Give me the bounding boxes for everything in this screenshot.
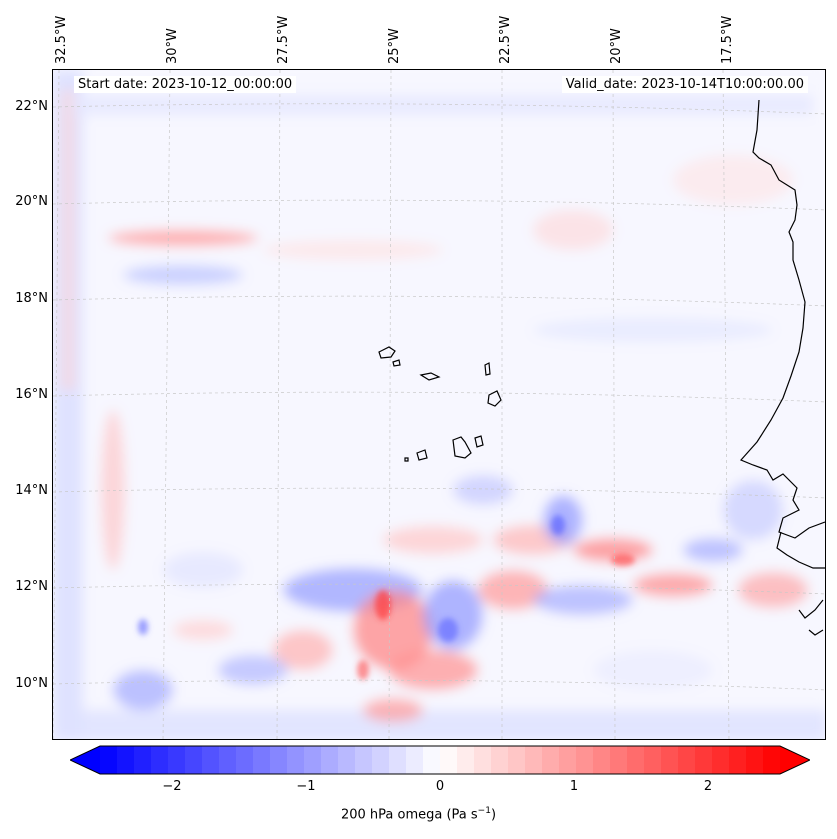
lat-label-18n: 18°N bbox=[15, 291, 48, 306]
colorbar-band bbox=[457, 746, 475, 774]
colorbar-band bbox=[253, 746, 271, 774]
colorbar-band bbox=[219, 746, 237, 774]
colorbar-band bbox=[202, 746, 220, 774]
omega-field bbox=[53, 70, 825, 739]
colorbar-band bbox=[100, 746, 118, 774]
lon-label-22-5w: 22.5°W bbox=[498, 15, 513, 64]
colorbar-band bbox=[542, 746, 560, 774]
colorbar-band bbox=[134, 746, 152, 774]
colorbar-bands bbox=[70, 746, 810, 774]
colorbar-band bbox=[117, 746, 135, 774]
colorbar-tick-minus2: −2 bbox=[162, 779, 182, 794]
colorbar-band bbox=[389, 746, 407, 774]
colorbar-band bbox=[236, 746, 254, 774]
colorbar bbox=[70, 745, 810, 775]
colorbar-band bbox=[644, 746, 662, 774]
colorbar-band bbox=[593, 746, 611, 774]
lon-label-27-5w: 27.5°W bbox=[276, 15, 291, 64]
lon-label-17-5w: 17.5°W bbox=[720, 15, 735, 64]
lat-label-20n: 20°N bbox=[15, 194, 48, 209]
omega-field-map bbox=[53, 70, 825, 739]
lat-label-10n: 10°N bbox=[15, 676, 48, 691]
colorbar-outline bbox=[70, 745, 810, 775]
colorbar-band bbox=[610, 746, 628, 774]
lon-label-25w: 25°W bbox=[387, 28, 402, 64]
lat-label-14n: 14°N bbox=[15, 483, 48, 498]
colorbar-band bbox=[763, 746, 781, 774]
colorbar-band bbox=[406, 746, 424, 774]
colorbar-extend-min bbox=[70, 746, 100, 774]
map-panel[interactable] bbox=[52, 69, 826, 740]
lat-label-22n: 22°N bbox=[15, 99, 48, 114]
lon-label-20w: 20°W bbox=[609, 28, 624, 64]
lat-label-12n: 12°N bbox=[15, 579, 48, 594]
colorbar-tick-0: 0 bbox=[435, 779, 445, 794]
colorbar-band bbox=[185, 746, 203, 774]
colorbar-band bbox=[151, 746, 169, 774]
omega-detail bbox=[138, 515, 635, 680]
colorbar-band bbox=[661, 746, 679, 774]
colorbar-band bbox=[321, 746, 339, 774]
colorbar-extend-max bbox=[780, 746, 810, 774]
colorbar-band bbox=[372, 746, 390, 774]
colorbar-band bbox=[304, 746, 322, 774]
colorbar-label: 200 hPa omega (Pa s−1) bbox=[340, 806, 497, 823]
colorbar-tick-minus1: −1 bbox=[296, 779, 316, 794]
colorbar-band bbox=[746, 746, 764, 774]
colorbar-band bbox=[355, 746, 373, 774]
colorbar-band bbox=[270, 746, 288, 774]
lon-label-32-5w: 32.5°W bbox=[54, 15, 69, 64]
coastline bbox=[739, 99, 825, 636]
colorbar-band bbox=[712, 746, 730, 774]
start-date-label: Start date: 2023-10-12_00:00:00 bbox=[74, 76, 297, 93]
colorbar-band bbox=[678, 746, 696, 774]
colorbar-band bbox=[525, 746, 543, 774]
colorbar-band bbox=[729, 746, 747, 774]
valid-date-label: Valid_date: 2023-10-14T10:00:00.00 bbox=[561, 76, 808, 93]
colorbar-band bbox=[695, 746, 713, 774]
graticule bbox=[53, 70, 825, 739]
colorbar-tick-1: 1 bbox=[569, 779, 579, 794]
colorbar-tick-2: 2 bbox=[703, 779, 713, 794]
lon-label-30w: 30°W bbox=[165, 28, 180, 64]
lat-label-16n: 16°N bbox=[15, 387, 48, 402]
colorbar-band bbox=[440, 746, 458, 774]
colorbar-band bbox=[559, 746, 577, 774]
colorbar-band bbox=[491, 746, 509, 774]
colorbar-band bbox=[627, 746, 645, 774]
colorbar-band bbox=[338, 746, 356, 774]
colorbar-band bbox=[576, 746, 594, 774]
cape-verde-islands bbox=[378, 346, 502, 462]
colorbar-band bbox=[287, 746, 305, 774]
colorbar-band bbox=[508, 746, 526, 774]
colorbar-band bbox=[168, 746, 186, 774]
colorbar-band bbox=[423, 746, 441, 774]
colorbar-band bbox=[474, 746, 492, 774]
